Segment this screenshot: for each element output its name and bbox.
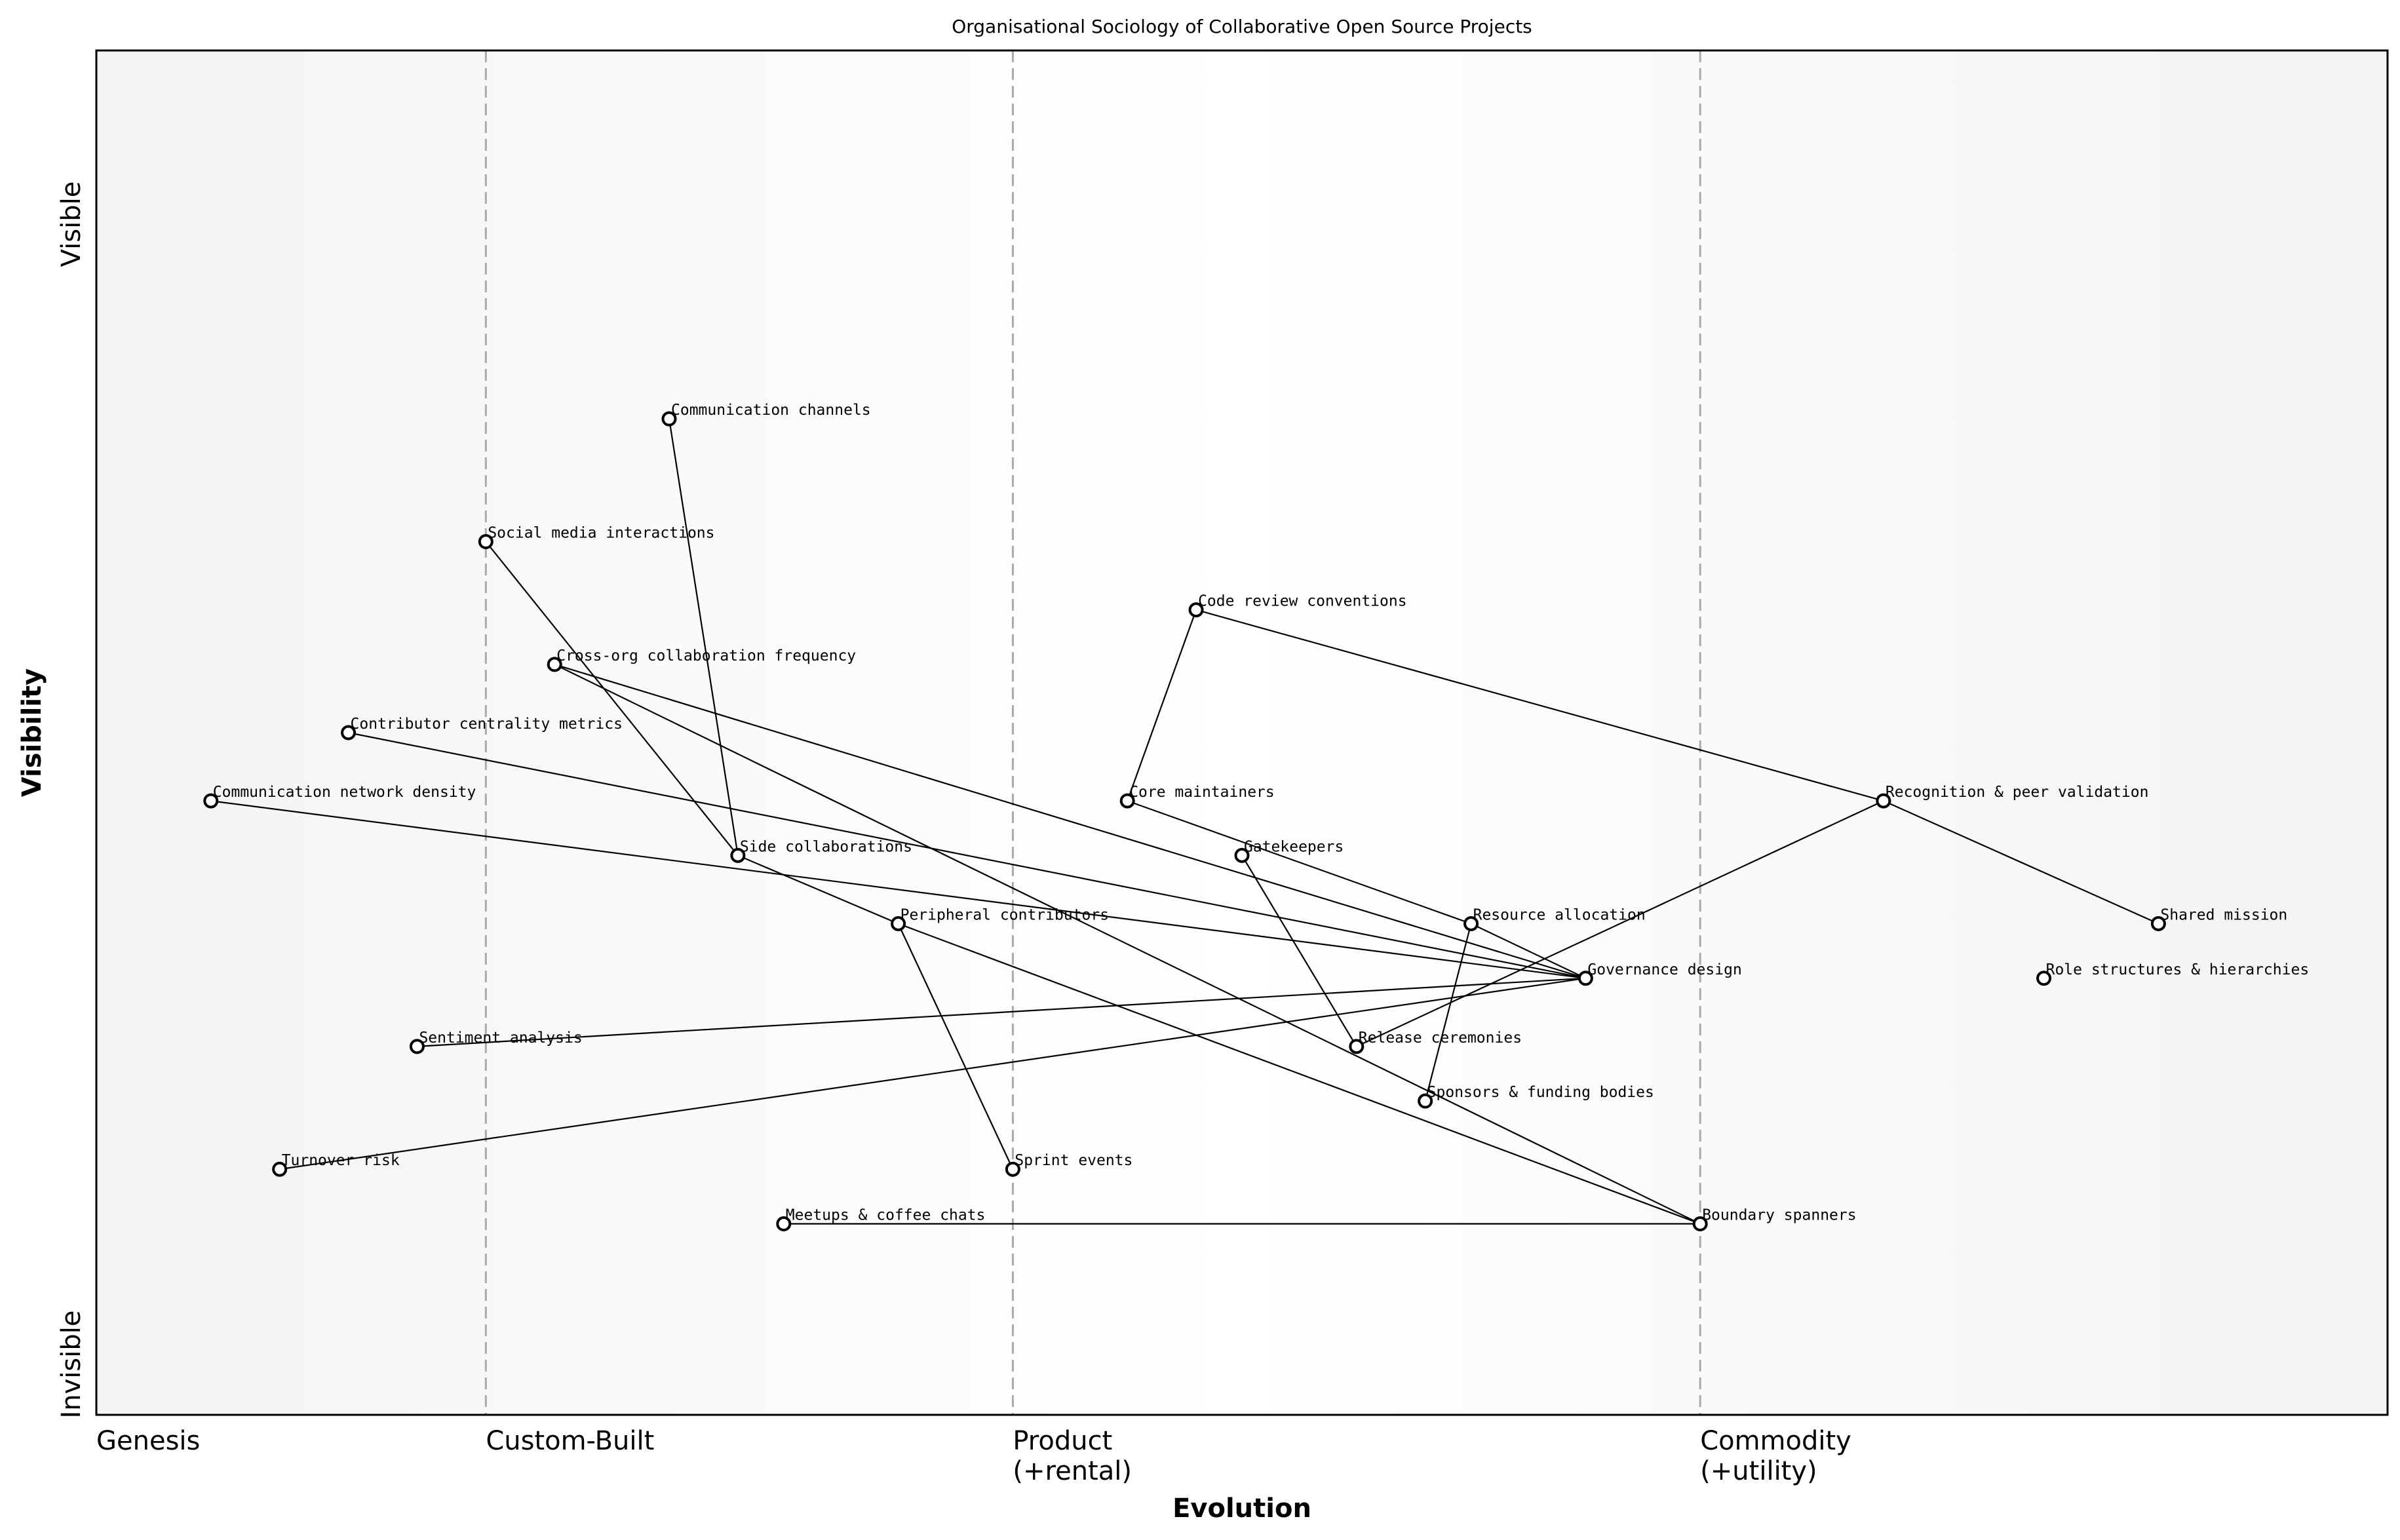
- x-stage-label: Genesis: [96, 1426, 200, 1456]
- dependency-link: [1241, 855, 1357, 1047]
- dependency-link: [1883, 800, 2159, 925]
- component-node[interactable]: [2036, 971, 2052, 986]
- component[interactable]: Shared mission: [2150, 906, 2287, 931]
- component-node[interactable]: [1234, 847, 1250, 863]
- component-label: Sprint events: [1015, 1152, 1132, 1169]
- dependency-link: [1471, 923, 1586, 979]
- component-label: Code review conventions: [1198, 593, 1407, 610]
- component-node[interactable]: [730, 847, 746, 863]
- component-node[interactable]: [891, 915, 906, 931]
- component-node[interactable]: [272, 1161, 288, 1177]
- component-label: Turnover risk: [282, 1152, 400, 1169]
- x-stage-label: Commodity: [1700, 1426, 1851, 1456]
- component-label: Recognition & peer validation: [1886, 784, 2149, 801]
- component[interactable]: Recognition & peer validation: [1876, 784, 2149, 809]
- component-node[interactable]: [547, 657, 562, 672]
- y-top-label: Visible: [56, 182, 87, 267]
- component[interactable]: Role structures & hierarchies: [2036, 961, 2310, 986]
- component-label: Side collaborations: [740, 838, 912, 855]
- component-label: Communication channels: [671, 402, 871, 419]
- component-node[interactable]: [203, 793, 219, 809]
- component-label: Sponsors & funding bodies: [1427, 1084, 1654, 1101]
- component-node[interactable]: [661, 411, 677, 427]
- component-node[interactable]: [2150, 915, 2166, 931]
- x-stage-label: Custom-Built: [486, 1426, 654, 1456]
- plot-frame: [95, 49, 2389, 1416]
- component-node[interactable]: [1463, 915, 1479, 931]
- component-label: Shared mission: [2160, 906, 2287, 923]
- component-label: Boundary spanners: [1702, 1207, 1856, 1224]
- component[interactable]: Cross-org collaboration frequency: [547, 647, 856, 672]
- component-node[interactable]: [1119, 793, 1135, 809]
- dependency-link: [279, 977, 1586, 1170]
- component[interactable]: Core maintainers: [1119, 784, 1275, 809]
- x-axis-title: Evolution: [1172, 1493, 1311, 1524]
- dependency-link: [1127, 609, 1197, 801]
- component-label: Resource allocation: [1473, 906, 1646, 923]
- dependency-link: [1195, 609, 1884, 802]
- component[interactable]: Boundary spanners: [1692, 1207, 1857, 1232]
- y-axis-title: Visibility: [17, 668, 47, 797]
- component-node[interactable]: [1005, 1161, 1020, 1177]
- component-node[interactable]: [409, 1039, 425, 1054]
- component-label: Social media interactions: [488, 525, 714, 542]
- component-label: Cross-org collaboration frequency: [556, 647, 856, 664]
- dependency-link: [897, 923, 1014, 1170]
- x-stage-label: Product: [1013, 1426, 1112, 1456]
- component-node[interactable]: [341, 725, 357, 741]
- dependency-link: [1127, 800, 1471, 925]
- component[interactable]: Governance design: [1577, 961, 1742, 986]
- component[interactable]: Contributor centrality metrics: [341, 716, 623, 741]
- component[interactable]: Meetups & coffee chats: [776, 1207, 986, 1232]
- component[interactable]: Gatekeepers: [1234, 838, 1344, 863]
- dependency-link: [1424, 923, 1472, 1102]
- component[interactable]: Social media interactions: [478, 525, 715, 550]
- component-label: Role structures & hierarchies: [2046, 961, 2310, 978]
- component-node[interactable]: [1418, 1093, 1433, 1109]
- component[interactable]: Sprint events: [1005, 1152, 1133, 1177]
- dependency-link: [348, 731, 1586, 979]
- component-label: Contributor centrality metrics: [351, 716, 623, 733]
- component[interactable]: Communication channels: [661, 402, 871, 427]
- component[interactable]: Code review conventions: [1188, 593, 1407, 618]
- component[interactable]: Sponsors & funding bodies: [1418, 1084, 1654, 1109]
- component[interactable]: Sentiment analysis: [409, 1030, 583, 1054]
- dependency-link: [668, 418, 739, 856]
- dependency-link: [554, 663, 1701, 1225]
- dependency-link: [417, 977, 1586, 1047]
- component-label: Release ceremonies: [1359, 1030, 1522, 1047]
- component-node[interactable]: [1692, 1216, 1708, 1232]
- y-bottom-label: Invisible: [56, 1311, 87, 1419]
- component-node[interactable]: [1188, 602, 1204, 618]
- component[interactable]: Release ceremonies: [1349, 1030, 1522, 1054]
- dependency-link: [1356, 800, 1884, 1047]
- component-node[interactable]: [478, 534, 494, 550]
- plot-area: [96, 50, 2388, 1415]
- component-label: Gatekeepers: [1244, 838, 1344, 855]
- component[interactable]: Communication network density: [203, 784, 476, 809]
- component-node[interactable]: [1577, 971, 1593, 986]
- component-label: Sentiment analysis: [419, 1030, 582, 1047]
- dependency-link: [210, 800, 1586, 979]
- component[interactable]: Peripheral contributors: [891, 906, 1110, 931]
- component[interactable]: Resource allocation: [1463, 906, 1646, 931]
- map-title: Organisational Sociology of Collaborativ…: [952, 16, 1532, 37]
- component-node[interactable]: [776, 1216, 792, 1232]
- component-label: Communication network density: [213, 784, 476, 801]
- component-node[interactable]: [1876, 793, 1891, 809]
- component-label: Peripheral contributors: [900, 906, 1110, 923]
- dependency-link: [737, 855, 899, 925]
- dependency-link: [898, 923, 1701, 1225]
- dependency-link: [485, 541, 739, 857]
- component-node[interactable]: [1349, 1039, 1365, 1054]
- component-label: Meetups & coffee chats: [786, 1207, 986, 1224]
- component[interactable]: Turnover risk: [272, 1152, 400, 1177]
- component-label: Governance design: [1587, 961, 1741, 978]
- dependency-link: [554, 663, 1586, 979]
- component[interactable]: Side collaborations: [730, 838, 912, 863]
- component-label: Core maintainers: [1129, 784, 1275, 801]
- x-stage-label: (+utility): [1700, 1456, 1817, 1486]
- x-stage-label: (+rental): [1013, 1456, 1132, 1486]
